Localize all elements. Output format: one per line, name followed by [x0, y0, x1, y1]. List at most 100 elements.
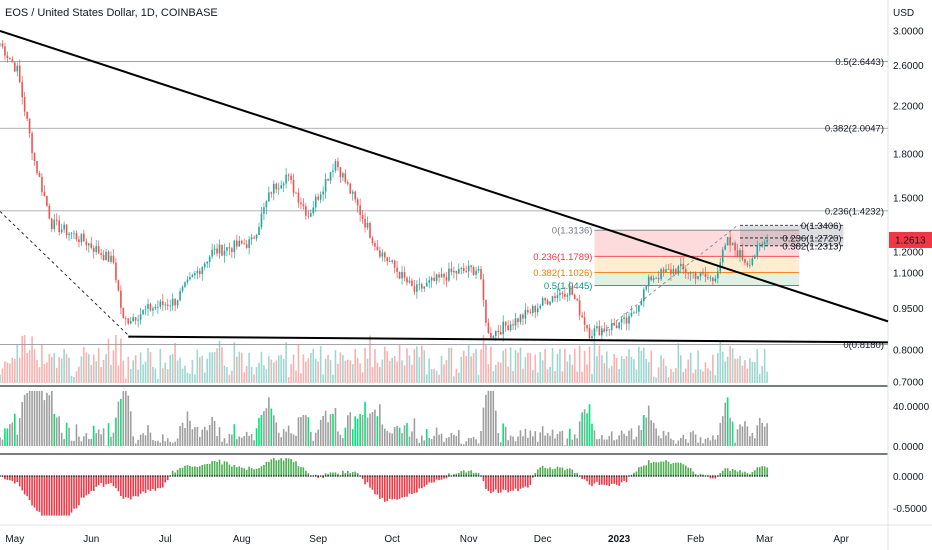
candle-body [179, 291, 181, 301]
trendlines [0, 30, 889, 344]
candle-body [652, 278, 655, 281]
oscillator-2-bar [134, 476, 137, 497]
oscillator-2-bar [9, 476, 11, 481]
volume-bar [127, 356, 130, 383]
fib-level-label: 0.5(2.6443) [835, 57, 884, 68]
volume-bar [213, 352, 216, 383]
fib-level-label: 0.382(2.0047) [825, 124, 884, 135]
oscillator-1-bar [652, 422, 655, 446]
volume-bar [714, 375, 717, 383]
oscillator-1-bar [1, 439, 4, 446]
candle-body [100, 253, 102, 255]
volume-bar [746, 368, 749, 383]
oscillator-1-bar [124, 391, 127, 446]
candle-body [194, 273, 196, 276]
candle-body [756, 245, 759, 256]
oscillator-2-tick: -0.5000 [893, 504, 927, 515]
volume-bar [181, 368, 184, 383]
oscillator-2-bar [544, 467, 546, 476]
volume-bar [282, 358, 285, 383]
volume-bar [144, 361, 147, 383]
volume-bar [351, 364, 354, 383]
oscillator-1-bar [613, 440, 616, 446]
oscillator-1-bar [630, 428, 633, 446]
oscillator-2-bar [460, 471, 463, 476]
oscillator-1-bar [615, 439, 618, 446]
candle-body [327, 179, 329, 181]
volume-bar [497, 361, 500, 383]
oscillator-1-bar [92, 425, 95, 446]
oscillator-1-bar [467, 438, 470, 446]
oscillator-2-bar [741, 472, 744, 476]
volume-bar [551, 348, 554, 383]
candle-body [554, 296, 556, 298]
candle-body [226, 247, 228, 251]
candle-body [539, 305, 542, 309]
volume-bar [41, 344, 43, 383]
candle-body [576, 299, 579, 301]
candle-body [154, 306, 157, 309]
volume-bar [472, 352, 475, 383]
oscillator-1-tick: 40.0000 [893, 402, 930, 413]
volume-bar [58, 357, 61, 383]
oscillator-2-bar [307, 473, 310, 476]
oscillator-1-bar [255, 428, 258, 446]
oscillator-2-bar [416, 476, 418, 493]
oscillator-1-bar [349, 412, 352, 446]
oscillator-1-bar [87, 438, 90, 446]
volume-bar [712, 354, 714, 383]
volume-bar [702, 371, 704, 383]
candle-body [635, 311, 638, 313]
oscillator-1-bar [33, 391, 36, 446]
oscillator-2-bar [117, 476, 120, 492]
candle-body [697, 276, 699, 279]
oscillator-1-bar [149, 432, 152, 446]
candle-body [75, 233, 78, 240]
candle-body [13, 62, 16, 72]
candle-body [499, 331, 502, 335]
fib-small-label: 0.236(1.2720) [782, 233, 841, 244]
oscillator-1-bar [366, 417, 369, 446]
candle-body [369, 222, 371, 238]
oscillator-1-bar [443, 441, 445, 446]
oscillator-2-bar [55, 476, 58, 516]
oscillator-1-bar [475, 439, 477, 446]
oscillator-1-bar [216, 436, 218, 446]
oscillator-2-bar [137, 476, 139, 497]
time-axis-label: Apr [833, 534, 849, 545]
volume-bar [169, 355, 172, 383]
volume-bar [228, 374, 231, 383]
volume-bar [406, 348, 408, 383]
oscillator-2-bar [448, 473, 450, 476]
oscillator-1-bar [536, 441, 539, 446]
volume-bar [342, 355, 344, 383]
candle-body [739, 250, 741, 258]
volume-bar [689, 352, 692, 383]
candle-body [332, 170, 334, 172]
oscillator-2-bar [539, 467, 542, 476]
candle-body [60, 229, 63, 233]
oscillator-2-bar [665, 460, 667, 476]
volume-bar [65, 353, 68, 383]
oscillator-1-bar [756, 425, 759, 446]
volume-bar [4, 361, 6, 383]
candle-body [43, 191, 46, 197]
oscillator-2-bar [549, 467, 551, 476]
candle-body [758, 244, 761, 246]
oscillator-2-bar [564, 470, 566, 476]
oscillator-2-bar [504, 476, 507, 490]
oscillator-2-bar [181, 467, 184, 476]
oscillator-1-bar [640, 429, 643, 446]
oscillator-1-bar [386, 431, 389, 446]
price-tick-label: 1.1000 [893, 268, 924, 279]
candle-body [524, 309, 527, 319]
candle-body [211, 249, 213, 257]
oscillator-2-bar [171, 470, 174, 476]
oscillator-2-bar [615, 476, 618, 485]
oscillator-2-bar [719, 472, 722, 476]
oscillator-2-bar [268, 461, 270, 476]
volume-bar [662, 358, 665, 383]
oscillator-2-bar [334, 472, 337, 476]
oscillator-1-bar [285, 431, 287, 446]
